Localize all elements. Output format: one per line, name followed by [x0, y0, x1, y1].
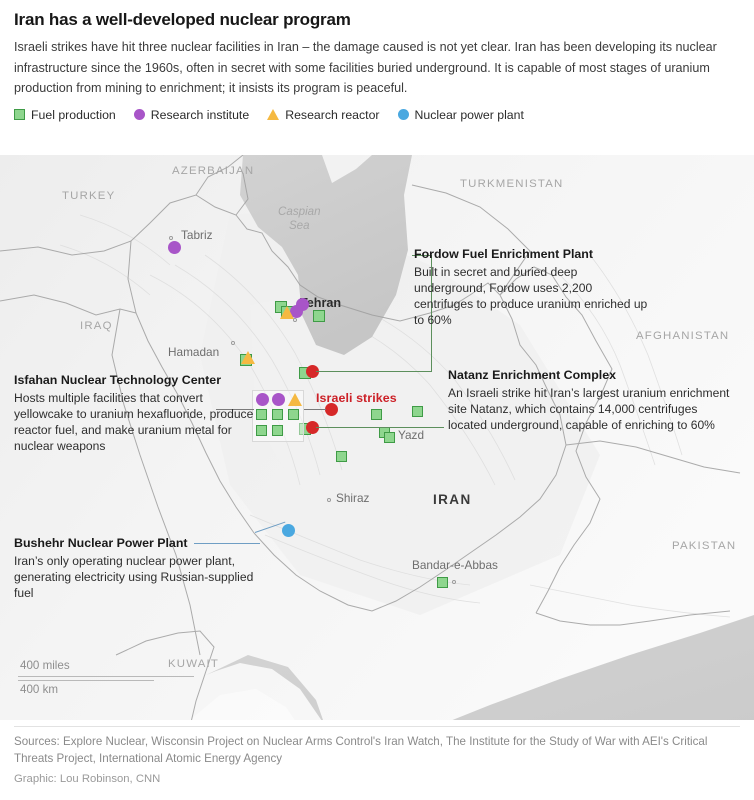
leader-line-fordow — [316, 371, 432, 372]
standfirst-text: Israeli strikes have hit three nuclear f… — [14, 40, 717, 96]
footer: Sources: Explore Nuclear, Wisconsin Proj… — [0, 722, 754, 785]
annotation-fordow-body: Built in secret and buried deep undergro… — [414, 264, 648, 327]
scale-rule-miles — [18, 676, 194, 678]
legend-label: Research reactor — [285, 107, 380, 122]
marker-fuel-production[interactable] — [371, 409, 382, 420]
marker-fuel-production[interactable] — [313, 310, 325, 322]
scale-miles-label: 400 miles — [20, 659, 70, 672]
annotation-natanz-title: Natanz Enrichment Complex — [448, 368, 616, 382]
marker-fuel-production[interactable] — [272, 409, 283, 420]
marker-research-institute[interactable] — [168, 241, 181, 254]
marker-fuel-production[interactable] — [256, 425, 267, 436]
marker-nuclear-power-plant[interactable] — [282, 524, 295, 537]
marker-fuel-production[interactable] — [336, 451, 347, 462]
legend-label: Fuel production — [31, 107, 116, 122]
legend-item-fuel-production: Fuel production — [14, 108, 116, 122]
leader-line-bushehr — [194, 543, 260, 544]
leader-line-isfahan-strike — [304, 409, 326, 410]
city-dot-tehran — [293, 318, 297, 322]
marker-fuel-production[interactable] — [272, 425, 283, 436]
marker-research-reactor[interactable] — [288, 393, 302, 406]
sources-text: Sources: Explore Nuclear, Wisconsin Proj… — [14, 735, 708, 765]
annotation-fordow: Fordow Fuel Enrichment Plant Built in se… — [414, 247, 648, 328]
marker-fuel-production[interactable] — [437, 577, 448, 588]
orange-triangle-icon — [267, 109, 280, 121]
leader-line-isfahan — [216, 409, 254, 410]
page-title: Iran has a well-developed nuclear progra… — [14, 10, 351, 29]
scale-km-label: 400 km — [20, 683, 59, 697]
marker-fuel-production[interactable] — [256, 409, 267, 420]
map-canvas[interactable]: TURKEY AZERBAIJAN TURKMENISTAN IRAQ AFGH… — [0, 155, 754, 720]
green-square-icon — [14, 109, 25, 121]
marker-israeli-strike[interactable] — [306, 421, 319, 434]
scale-rule-km — [18, 680, 154, 682]
legend-label: Research institute — [150, 107, 250, 122]
annotation-isfahan-body: Hosts multiple facilities that convert y… — [14, 390, 254, 453]
annotation-bushehr-body: Iran’s only operating nuclear power plan… — [14, 553, 254, 600]
israeli-strikes-label: Israeli strikes — [316, 391, 397, 405]
legend-item-research-reactor: Research reactor — [267, 107, 380, 122]
blue-circle-icon — [397, 109, 409, 121]
leader-line-natanz — [316, 427, 444, 428]
annotation-fordow-title: Fordow Fuel Enrichment Plant — [414, 247, 593, 261]
legend-item-nuclear-power-plant: Nuclear power plant — [397, 107, 524, 122]
marker-israeli-strike[interactable] — [306, 365, 319, 378]
annotation-natanz-body: An Israeli strike hit Iran’s largest ura… — [448, 385, 730, 432]
annotation-isfahan: Isfahan Nuclear Technology Center Hosts … — [14, 373, 260, 454]
marker-israeli-strike[interactable] — [325, 403, 338, 416]
annotation-natanz: Natanz Enrichment Complex An Israeli str… — [448, 368, 738, 433]
purple-circle-icon — [133, 109, 145, 121]
map-legend: Fuel production Research institute Resea… — [0, 99, 754, 129]
annotation-bushehr-title: Bushehr Nuclear Power Plant — [14, 536, 188, 550]
leader-line-fordow-vertical — [431, 255, 432, 372]
city-dot-tabriz — [169, 236, 173, 240]
marker-fuel-production[interactable] — [412, 406, 423, 417]
city-dot-hamadan — [231, 341, 235, 345]
city-dot-bandar-e-abbas — [452, 580, 456, 584]
leader-line-fordow-stub — [412, 255, 432, 256]
marker-fuel-production[interactable] — [288, 409, 299, 420]
marker-research-institute[interactable] — [256, 393, 269, 406]
marker-research-institute[interactable] — [272, 393, 285, 406]
annotation-isfahan-title: Isfahan Nuclear Technology Center — [14, 373, 222, 387]
marker-fuel-production[interactable] — [384, 432, 395, 443]
marker-research-reactor[interactable] — [280, 306, 294, 319]
footer-divider — [14, 726, 740, 727]
marker-research-reactor[interactable] — [241, 351, 255, 364]
legend-item-research-institute: Research institute — [133, 107, 250, 122]
city-dot-shiraz — [327, 498, 331, 502]
map-scale-bar: 400 miles 400 km — [18, 659, 194, 698]
header: Iran has a well-developed nuclear progra… — [0, 0, 754, 99]
legend-label: Nuclear power plant — [414, 107, 524, 122]
annotation-bushehr: Bushehr Nuclear Power Plant Iran’s only … — [14, 536, 264, 601]
credit-text: Graphic: Lou Robinson, CNN — [14, 772, 161, 785]
